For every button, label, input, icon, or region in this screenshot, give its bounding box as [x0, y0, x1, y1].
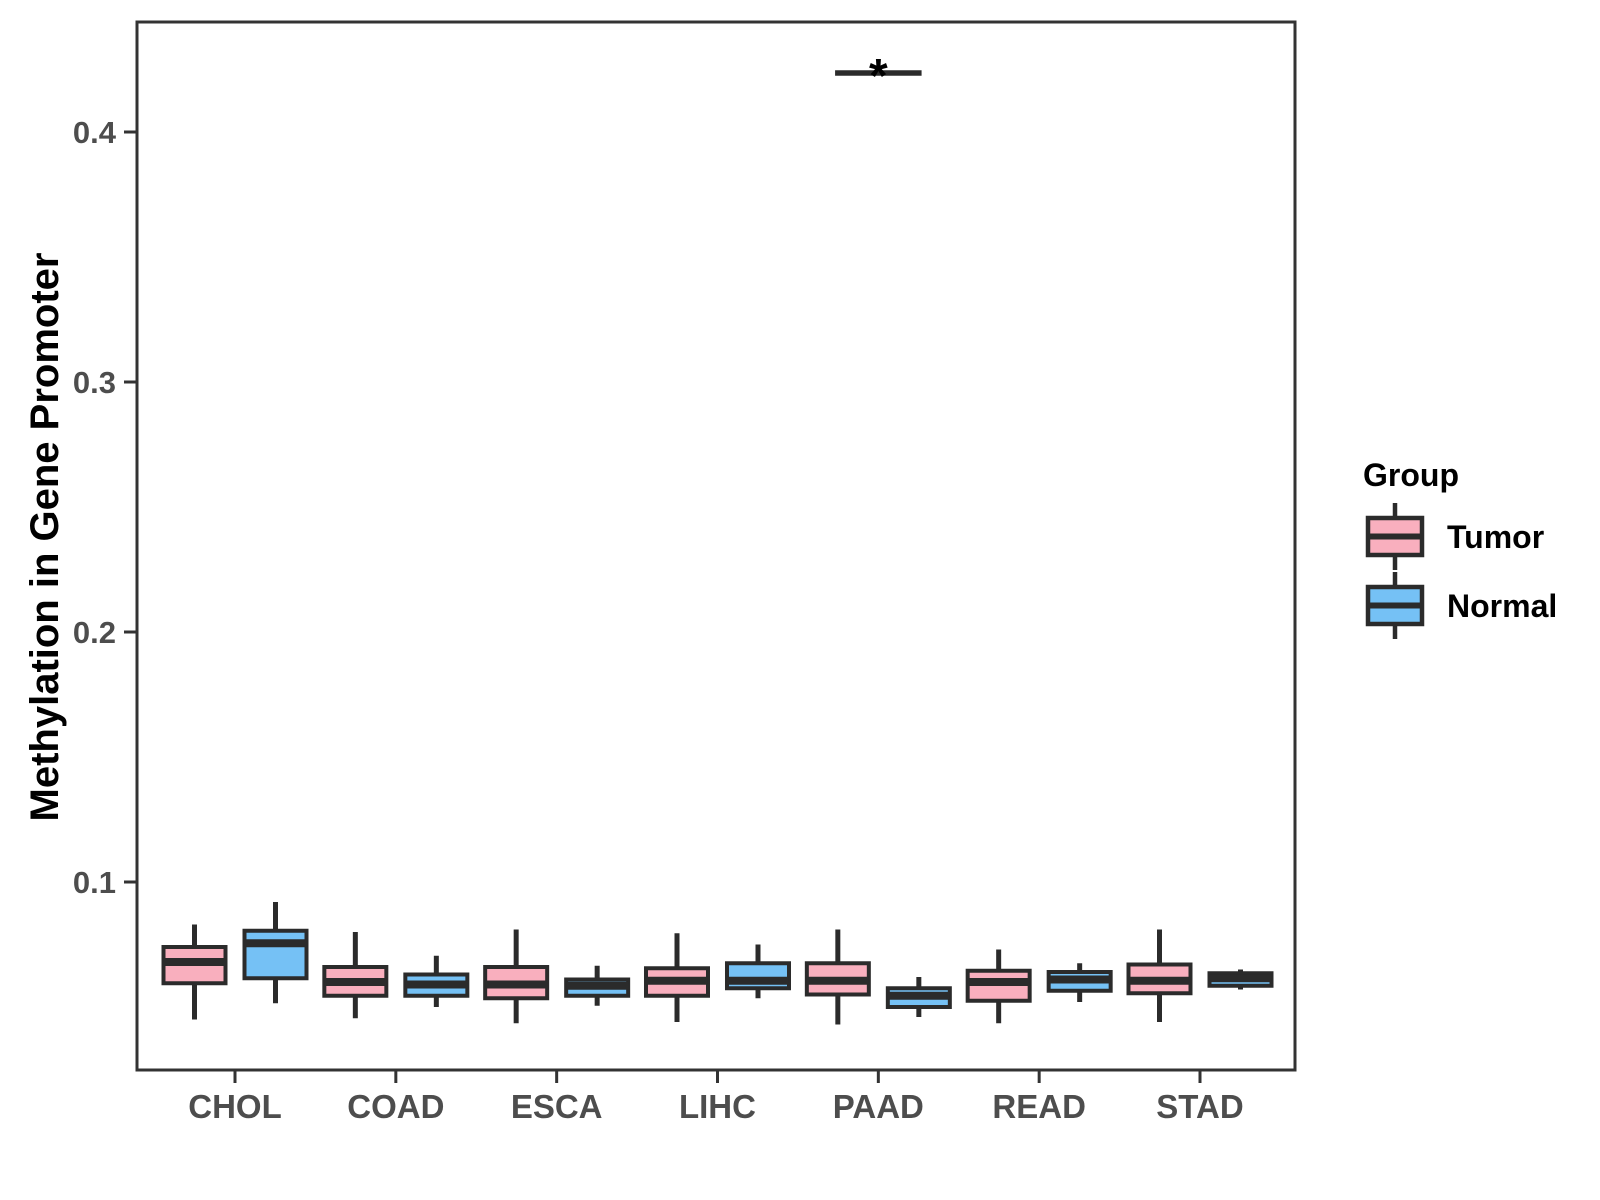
legend-entry-tumor: Tumor [1365, 503, 1544, 570]
box-tumor-paad [804, 929, 871, 1025]
y-tick-label: 0.4 [73, 115, 117, 150]
legend: Group [1363, 457, 1459, 493]
y-axis-title: Methylation in Gene Promoter [23, 253, 67, 822]
x-tick-label-read: READ [992, 1088, 1086, 1125]
legend-title: Group [1363, 457, 1459, 493]
x-tick-label-esca: ESCA [511, 1088, 603, 1125]
significance-annotation-paad: * [835, 50, 922, 103]
x-axis: CHOL COAD ESCA LIHC PAAD READ STAD [188, 1070, 1244, 1125]
x-tick-label-stad: STAD [1156, 1088, 1243, 1125]
box-normal-esca [564, 965, 631, 1006]
box-normal-chol [242, 902, 309, 1004]
box-tumor-chol [161, 924, 228, 1020]
x-tick-label-chol: CHOL [188, 1088, 282, 1125]
y-tick-label: 0.3 [73, 365, 116, 400]
box-iqr [242, 928, 309, 981]
box-tumor-coad [322, 932, 389, 1019]
box-normal-paad [885, 977, 952, 1017]
legend-entry-label: Normal [1447, 588, 1557, 624]
y-axis: 0.1 0.2 0.3 0.4 [73, 115, 137, 900]
y-tick-label: 0.2 [73, 615, 116, 650]
y-axis-title-text: Methylation in Gene Promoter [23, 253, 67, 822]
box-tumor-stad [1126, 929, 1193, 1022]
box-normal-read [1046, 963, 1113, 1002]
significance-star: * [869, 50, 888, 103]
legend-entry-normal: Normal [1365, 572, 1557, 639]
box-tumor-esca [483, 929, 550, 1024]
x-tick-label-coad: COAD [347, 1088, 444, 1125]
x-tick-label-paad: PAAD [833, 1088, 924, 1125]
x-tick-label-lihc: LIHC [679, 1088, 756, 1125]
box-tumor-lihc [643, 933, 710, 1022]
box-normal-stad [1207, 969, 1274, 990]
y-tick-label: 0.1 [73, 865, 116, 900]
box-normal-coad [403, 955, 470, 1007]
box-normal-lihc [724, 944, 791, 999]
box-tumor-read [965, 949, 1032, 1024]
legend-entry-label: Tumor [1447, 519, 1544, 555]
